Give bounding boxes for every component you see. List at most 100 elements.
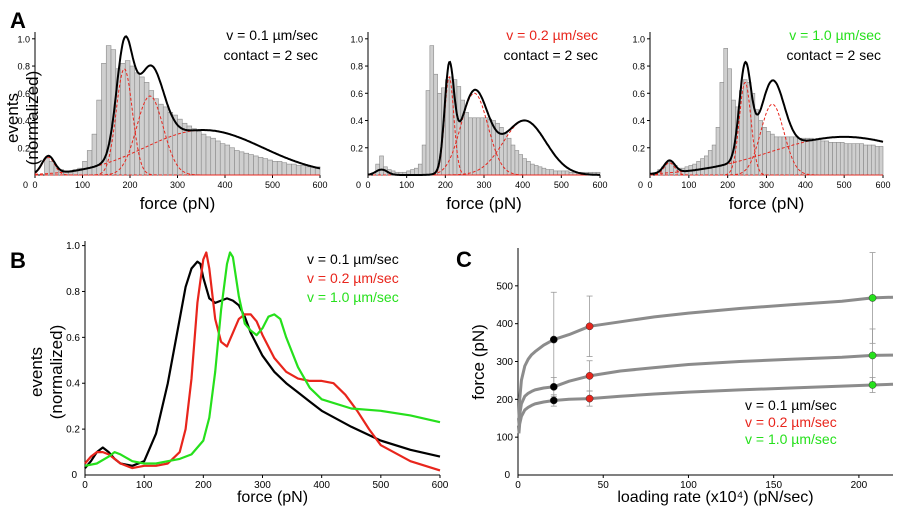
data-point bbox=[585, 322, 594, 331]
histogram-bar bbox=[425, 90, 431, 176]
origin-label: 0 bbox=[504, 470, 510, 481]
histogram-bar bbox=[475, 117, 481, 176]
histogram-bar bbox=[510, 144, 516, 176]
origin-label: 0 bbox=[71, 470, 77, 481]
histogram-bar bbox=[148, 90, 155, 176]
histogram-bar bbox=[276, 161, 283, 176]
histogram-bar bbox=[700, 158, 705, 176]
histogram-bar bbox=[564, 170, 570, 176]
y-tick-label: 0.8 bbox=[66, 287, 80, 298]
total-fit-curve bbox=[649, 60, 884, 175]
histogram-bar bbox=[234, 150, 240, 176]
histogram-bar bbox=[464, 112, 469, 176]
y-tick-label: 0.2 bbox=[66, 425, 80, 436]
x-tick-label: 400 bbox=[798, 180, 813, 190]
histogram-bar bbox=[379, 155, 384, 176]
histogram-bar bbox=[91, 133, 98, 176]
x-tick-label: 500 bbox=[837, 180, 852, 190]
histogram-bar bbox=[257, 156, 264, 176]
histogram-bar bbox=[158, 103, 164, 176]
x-axis-title: force (pN) bbox=[446, 194, 522, 213]
y-axis-title: (normalized) bbox=[23, 71, 42, 165]
histogram-bar bbox=[843, 143, 849, 176]
x-tick-label: 600 bbox=[592, 180, 607, 190]
histogram-bar bbox=[781, 136, 787, 176]
panel-a2-histogram: 0 100 200 300 400 500 600 0.2 0.4 0.6 0.8 1.0 0 force… bbox=[350, 27, 607, 213]
histogram-bar bbox=[139, 76, 145, 176]
gaussian-component-curve bbox=[368, 75, 600, 176]
panel-letter: B bbox=[10, 248, 26, 273]
x-tick-label: 200 bbox=[122, 180, 137, 190]
histogram-bar bbox=[44, 158, 50, 176]
legend-entry: v = 1.0 µm/sec bbox=[307, 289, 399, 305]
histogram-bar bbox=[483, 117, 489, 176]
total-fit-curve bbox=[34, 35, 321, 174]
histogram-bar bbox=[770, 133, 775, 176]
x-tick-label: 0 bbox=[365, 180, 370, 190]
annotation-label: v = 0.2 µm/sec bbox=[506, 27, 598, 43]
histogram-bar bbox=[836, 142, 841, 176]
x-tick-label: 200 bbox=[195, 480, 212, 491]
legend-entry: v = 0.2 µm/sec bbox=[745, 414, 837, 430]
panel-a1-histogram: 0 100 200 300 400 500 600 0.2 0.4 0.6 0.8 1.0 0 force… bbox=[3, 8, 328, 213]
data-point bbox=[549, 335, 558, 344]
y-tick-label: 200 bbox=[496, 395, 513, 406]
histogram-bar bbox=[847, 143, 853, 176]
x-tick-label: 400 bbox=[217, 180, 232, 190]
histogram-bar bbox=[766, 131, 771, 176]
annotation-label: v = 0.1 µm/sec bbox=[226, 27, 318, 43]
histogram-bar bbox=[86, 150, 93, 176]
y-tick-label: 0.4 bbox=[632, 116, 645, 126]
histogram-bar bbox=[272, 161, 278, 176]
origin-label: 0 bbox=[638, 180, 643, 190]
histogram-bar bbox=[267, 159, 273, 176]
histogram-bar bbox=[851, 143, 857, 176]
x-axis-title: force (pN) bbox=[237, 489, 308, 506]
data-point bbox=[868, 351, 877, 360]
y-axis-title: events bbox=[3, 93, 22, 143]
data-point bbox=[549, 382, 558, 391]
panel-letter: C bbox=[456, 247, 472, 272]
x-tick-label: 500 bbox=[372, 480, 389, 491]
y-axis-title: events bbox=[27, 347, 46, 397]
histogram-bar bbox=[549, 169, 554, 176]
histogram-bar bbox=[762, 127, 767, 176]
panel-letter: A bbox=[10, 8, 26, 33]
histogram-bar bbox=[777, 136, 783, 176]
y-tick-label: 0.2 bbox=[632, 143, 645, 153]
histogram-bar bbox=[514, 150, 520, 176]
data-point bbox=[585, 394, 594, 403]
x-tick-label: 400 bbox=[313, 480, 330, 491]
histogram-bar bbox=[719, 82, 725, 176]
fit-curve bbox=[517, 295, 894, 419]
y-tick-label: 0.8 bbox=[632, 62, 645, 72]
y-tick-label: 0.4 bbox=[66, 379, 80, 390]
y-tick-label: 100 bbox=[496, 433, 513, 444]
x-tick-label: 100 bbox=[680, 480, 697, 491]
histogram-bar bbox=[468, 117, 473, 176]
y-axis-title: force (pN) bbox=[469, 324, 488, 400]
histogram-bar bbox=[215, 140, 221, 176]
y-axis-title: (normalized) bbox=[47, 325, 66, 419]
gaussian-component-curve bbox=[35, 95, 320, 176]
histogram-bar bbox=[537, 166, 543, 176]
x-axis-title: force (pN) bbox=[140, 194, 216, 213]
x-tick-label: 0 bbox=[32, 180, 37, 190]
histogram-bar bbox=[224, 144, 231, 176]
histogram-bar bbox=[867, 144, 872, 176]
y-tick-label: 0.6 bbox=[350, 89, 363, 99]
histogram-bar bbox=[746, 82, 752, 176]
x-tick-label: 600 bbox=[312, 180, 327, 190]
y-tick-label: 1.0 bbox=[66, 241, 80, 252]
origin-label: 0 bbox=[23, 180, 28, 190]
histogram-bar bbox=[219, 143, 226, 176]
histogram-bar bbox=[824, 140, 829, 176]
legend-entry: v = 0.1 µm/sec bbox=[745, 397, 837, 413]
histogram-bar bbox=[253, 155, 259, 176]
y-tick-label: 1.0 bbox=[350, 34, 363, 44]
x-tick-label: 50 bbox=[598, 480, 610, 491]
y-tick-label: 300 bbox=[496, 357, 513, 368]
histogram-bar bbox=[522, 158, 527, 176]
legend-entry: v = 0.2 µm/sec bbox=[307, 270, 399, 286]
